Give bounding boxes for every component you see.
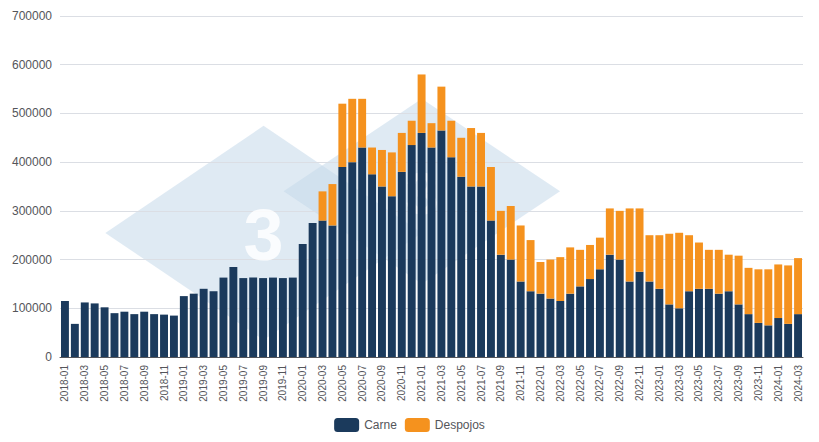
svg-text:300000: 300000: [12, 204, 52, 218]
svg-text:2019-09: 2019-09: [258, 365, 269, 402]
svg-text:2023-05: 2023-05: [693, 365, 704, 402]
svg-text:200000: 200000: [12, 253, 52, 267]
svg-text:2023-09: 2023-09: [733, 365, 744, 402]
svg-text:600000: 600000: [12, 58, 52, 72]
svg-text:2020-09: 2020-09: [376, 365, 387, 402]
svg-text:2018-01: 2018-01: [59, 365, 70, 402]
svg-text:2021-05: 2021-05: [456, 365, 467, 402]
svg-text:2023-07: 2023-07: [713, 365, 724, 402]
svg-text:2022-01: 2022-01: [535, 365, 546, 402]
svg-text:2021-09: 2021-09: [495, 365, 506, 402]
svg-text:2022-03: 2022-03: [555, 365, 566, 402]
svg-text:2023-03: 2023-03: [674, 365, 685, 402]
svg-text:2021-11: 2021-11: [515, 365, 526, 401]
svg-text:2019-03: 2019-03: [198, 365, 209, 402]
svg-text:2018-11: 2018-11: [159, 365, 170, 401]
svg-text:2022-07: 2022-07: [594, 365, 605, 402]
svg-text:0: 0: [45, 350, 52, 364]
svg-text:400000: 400000: [12, 155, 52, 169]
svg-text:2019-01: 2019-01: [178, 365, 189, 402]
svg-text:2018-07: 2018-07: [119, 365, 130, 402]
svg-text:2024-01: 2024-01: [773, 365, 784, 402]
svg-text:2019-05: 2019-05: [218, 365, 229, 402]
svg-text:2023-01: 2023-01: [654, 365, 665, 402]
svg-text:2021-03: 2021-03: [436, 365, 447, 402]
svg-text:700000: 700000: [12, 9, 52, 23]
svg-text:2019-11: 2019-11: [277, 365, 288, 401]
svg-text:2020-03: 2020-03: [317, 365, 328, 402]
svg-text:2018-05: 2018-05: [99, 365, 110, 402]
svg-text:2019-07: 2019-07: [238, 365, 249, 402]
svg-text:2021-07: 2021-07: [476, 365, 487, 402]
svg-text:2018-03: 2018-03: [79, 365, 90, 402]
svg-text:2023-11: 2023-11: [753, 365, 764, 401]
svg-text:Carne: Carne: [364, 418, 397, 432]
svg-text:2022-11: 2022-11: [634, 365, 645, 401]
svg-text:2020-11: 2020-11: [396, 365, 407, 401]
svg-text:2018-09: 2018-09: [139, 365, 150, 402]
svg-text:Despojos: Despojos: [435, 418, 485, 432]
svg-text:2020-05: 2020-05: [337, 365, 348, 402]
svg-text:3: 3: [244, 195, 284, 275]
svg-text:2021-01: 2021-01: [416, 365, 427, 402]
svg-text:2020-07: 2020-07: [357, 365, 368, 402]
svg-text:100000: 100000: [12, 301, 52, 315]
svg-text:2024-03: 2024-03: [793, 365, 804, 402]
svg-text:2022-05: 2022-05: [575, 365, 586, 402]
svg-text:500000: 500000: [12, 106, 52, 120]
svg-text:2020-01: 2020-01: [297, 365, 308, 402]
svg-text:2022-09: 2022-09: [614, 365, 625, 402]
